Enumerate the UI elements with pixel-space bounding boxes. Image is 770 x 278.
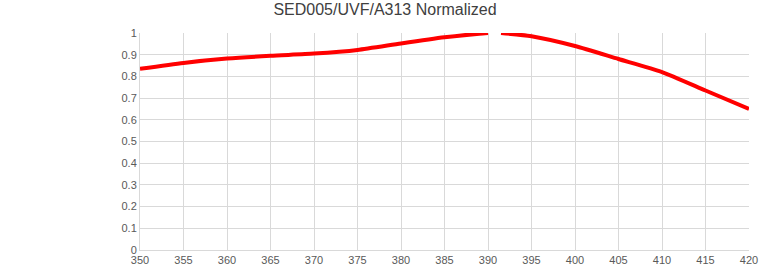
svg-text:420: 420 — [740, 254, 758, 266]
svg-text:0.7: 0.7 — [122, 92, 137, 104]
svg-text:0.2: 0.2 — [122, 200, 137, 212]
svg-text:360: 360 — [218, 254, 236, 266]
svg-text:405: 405 — [609, 254, 627, 266]
svg-text:415: 415 — [696, 254, 714, 266]
svg-text:0.4: 0.4 — [122, 157, 137, 169]
svg-text:395: 395 — [522, 254, 540, 266]
svg-text:390: 390 — [479, 254, 497, 266]
svg-text:SED005/UVF/A313 Normalized: SED005/UVF/A313 Normalized — [273, 1, 496, 18]
svg-text:380: 380 — [392, 254, 410, 266]
svg-text:370: 370 — [305, 254, 323, 266]
svg-text:350: 350 — [131, 254, 149, 266]
svg-text:0.1: 0.1 — [122, 222, 137, 234]
svg-text:385: 385 — [435, 254, 453, 266]
svg-text:0.3: 0.3 — [122, 179, 137, 191]
svg-text:375: 375 — [348, 254, 366, 266]
svg-text:0.9: 0.9 — [122, 49, 137, 61]
svg-text:410: 410 — [653, 254, 671, 266]
svg-text:1: 1 — [131, 27, 137, 39]
svg-text:0.8: 0.8 — [122, 70, 137, 82]
svg-text:0.6: 0.6 — [122, 114, 137, 126]
svg-text:400: 400 — [566, 254, 584, 266]
svg-text:0: 0 — [131, 244, 137, 256]
svg-text:0.5: 0.5 — [122, 135, 137, 147]
svg-text:355: 355 — [174, 254, 192, 266]
svg-text:365: 365 — [261, 254, 279, 266]
